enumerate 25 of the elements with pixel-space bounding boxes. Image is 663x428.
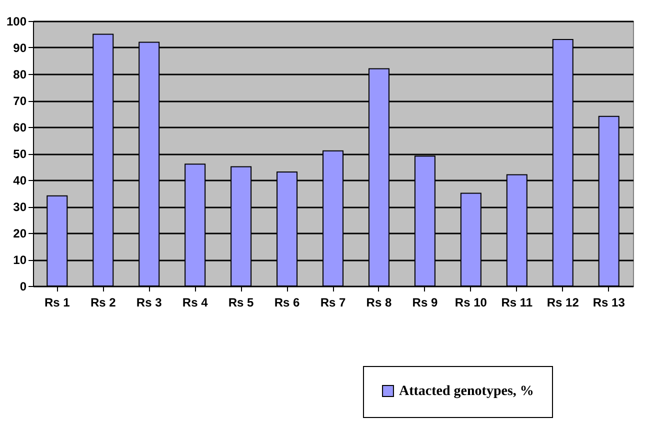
y-tick-label: 40 bbox=[13, 174, 27, 188]
x-tick-label: Rs 8 bbox=[366, 296, 392, 310]
x-tick-label: Rs 6 bbox=[274, 296, 300, 310]
x-tick-label: Rs 12 bbox=[546, 296, 580, 310]
y-tick-label: 30 bbox=[13, 200, 27, 214]
y-tick-label: 90 bbox=[13, 41, 27, 55]
y-tick-label: 80 bbox=[13, 68, 27, 82]
x-tick-label: Rs 1 bbox=[44, 296, 70, 310]
y-tick-label: 20 bbox=[13, 226, 27, 240]
x-tick-label: Rs 7 bbox=[320, 296, 346, 310]
y-tick-label: 60 bbox=[13, 120, 27, 134]
x-tick-label: Rs 2 bbox=[90, 296, 116, 310]
x-tick-label: Rs 11 bbox=[501, 296, 533, 310]
x-tick-label: Rs 13 bbox=[592, 296, 626, 310]
y-tick-label: 50 bbox=[13, 147, 27, 161]
x-tick-label: Rs 3 bbox=[136, 296, 162, 310]
x-tick-label: Rs 10 bbox=[454, 296, 488, 310]
y-tick-label: 0 bbox=[20, 280, 27, 294]
y-tick-label: 100 bbox=[6, 14, 27, 28]
x-tick-label: Rs 9 bbox=[412, 296, 438, 310]
y-tick-label: 70 bbox=[13, 94, 27, 108]
x-tick-label: Rs 5 bbox=[228, 296, 254, 310]
legend-label: Attacted genotypes, % bbox=[399, 384, 534, 399]
y-tick-label: 10 bbox=[13, 253, 27, 267]
x-tick-label: Rs 4 bbox=[182, 296, 208, 310]
